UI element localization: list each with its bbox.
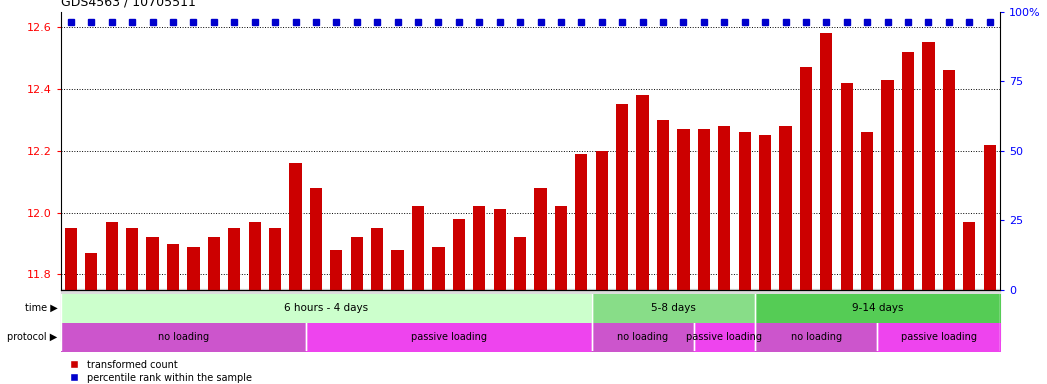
Bar	[841, 83, 853, 290]
Bar	[289, 163, 302, 290]
Text: no loading: no loading	[158, 332, 208, 342]
Bar	[922, 43, 935, 290]
Bar	[800, 67, 812, 290]
Bar	[473, 207, 486, 290]
Text: GDS4563 / 10705511: GDS4563 / 10705511	[61, 0, 196, 9]
Bar	[901, 52, 914, 290]
Bar	[983, 144, 996, 290]
Bar	[779, 126, 792, 290]
Bar	[392, 250, 404, 290]
Bar	[106, 222, 118, 290]
Text: passive loading: passive loading	[410, 332, 487, 342]
Text: time ▶: time ▶	[25, 303, 58, 313]
Bar	[637, 95, 649, 290]
Bar	[187, 247, 200, 290]
Bar	[493, 210, 506, 290]
Legend: transformed count, percentile rank within the sample: transformed count, percentile rank withi…	[66, 356, 255, 384]
Bar	[555, 207, 567, 290]
Text: passive loading: passive loading	[686, 332, 762, 342]
Bar	[411, 207, 424, 290]
Bar	[514, 237, 527, 290]
Bar	[248, 222, 261, 290]
Bar	[65, 228, 77, 290]
Text: no loading: no loading	[790, 332, 842, 342]
Bar	[656, 120, 669, 290]
Text: 5-8 days: 5-8 days	[651, 303, 695, 313]
Bar	[269, 228, 282, 290]
Bar	[534, 188, 547, 290]
Bar	[882, 79, 894, 290]
Bar	[759, 135, 772, 290]
Text: no loading: no loading	[617, 332, 668, 342]
Bar	[575, 154, 587, 290]
Bar	[738, 132, 751, 290]
Text: 6 hours - 4 days: 6 hours - 4 days	[284, 303, 369, 313]
Bar	[126, 228, 138, 290]
Bar	[616, 104, 628, 290]
Bar	[677, 129, 690, 290]
Text: protocol ▶: protocol ▶	[7, 332, 58, 342]
Text: 9-14 days: 9-14 days	[851, 303, 904, 313]
Bar	[942, 70, 955, 290]
Bar	[85, 253, 97, 290]
Bar	[147, 237, 159, 290]
Bar	[310, 188, 322, 290]
Bar	[452, 219, 465, 290]
Bar	[596, 151, 608, 290]
Bar	[371, 228, 383, 290]
Bar	[861, 132, 873, 290]
Bar	[820, 33, 832, 290]
Bar	[697, 129, 710, 290]
Text: passive loading: passive loading	[900, 332, 977, 342]
Bar	[330, 250, 342, 290]
Bar	[432, 247, 445, 290]
Bar	[351, 237, 363, 290]
Bar	[963, 222, 976, 290]
Bar	[207, 237, 220, 290]
Bar	[718, 126, 731, 290]
Bar	[228, 228, 241, 290]
Bar	[166, 243, 179, 290]
